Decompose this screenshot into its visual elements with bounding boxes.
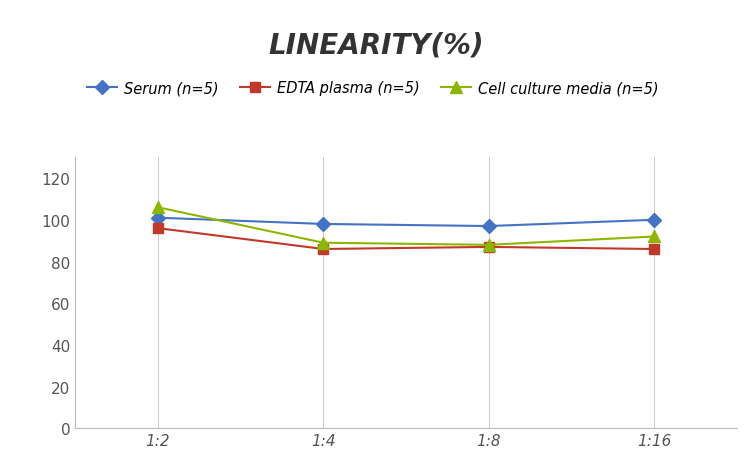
EDTA plasma (n=5) <box>484 244 493 250</box>
Serum (n=5) <box>153 216 162 221</box>
EDTA plasma (n=5) <box>153 226 162 231</box>
Line: Cell culture media (n=5): Cell culture media (n=5) <box>153 202 660 251</box>
Serum (n=5) <box>484 224 493 229</box>
Serum (n=5) <box>319 222 328 227</box>
Cell culture media (n=5) <box>484 243 493 248</box>
Line: EDTA plasma (n=5): EDTA plasma (n=5) <box>153 224 659 254</box>
Cell culture media (n=5) <box>650 234 659 239</box>
Cell culture media (n=5) <box>153 205 162 211</box>
Line: Serum (n=5): Serum (n=5) <box>153 213 659 231</box>
Text: LINEARITY(%): LINEARITY(%) <box>268 32 484 60</box>
EDTA plasma (n=5) <box>319 247 328 252</box>
Serum (n=5) <box>650 217 659 223</box>
Cell culture media (n=5) <box>319 240 328 246</box>
EDTA plasma (n=5) <box>650 247 659 252</box>
Legend: Serum (n=5), EDTA plasma (n=5), Cell culture media (n=5): Serum (n=5), EDTA plasma (n=5), Cell cul… <box>82 75 664 102</box>
